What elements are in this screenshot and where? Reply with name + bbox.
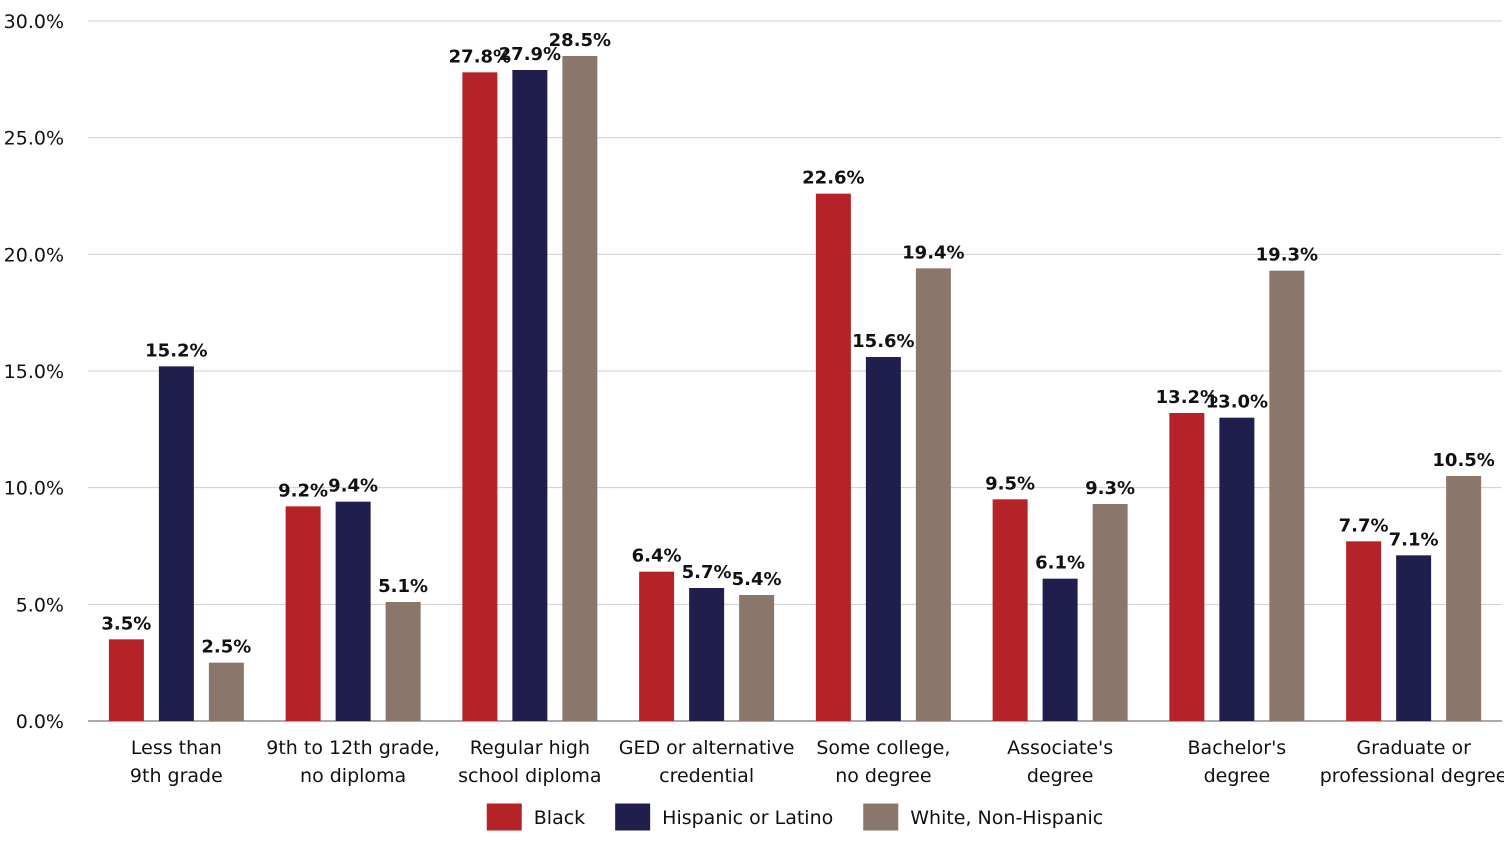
- x-tick-label: degree: [1204, 765, 1271, 787]
- data-label: 13.0%: [1206, 392, 1268, 413]
- data-label: 28.5%: [549, 30, 611, 51]
- data-label: 15.6%: [852, 331, 914, 352]
- bar: [1446, 476, 1482, 721]
- data-label: 9.4%: [328, 476, 378, 497]
- bar: [689, 588, 725, 721]
- bar: [639, 571, 675, 721]
- bar: [1042, 578, 1078, 721]
- x-tick-label: Graduate or: [1356, 737, 1471, 759]
- x-tick-label: 9th to 12th grade,: [266, 737, 440, 759]
- x-tick-label: school diploma: [458, 765, 601, 787]
- legend-label: Black: [534, 807, 585, 829]
- x-tick-label: degree: [1027, 765, 1094, 787]
- bar: [815, 193, 851, 721]
- data-label: 9.2%: [278, 480, 328, 501]
- y-tick-label: 10.0%: [4, 478, 64, 500]
- bar: [1092, 504, 1128, 721]
- bar: [1346, 541, 1382, 721]
- x-tick-label: 9th grade: [130, 765, 223, 787]
- data-label: 7.7%: [1339, 515, 1389, 536]
- x-tick-label: Some college,: [816, 737, 950, 759]
- data-label: 5.4%: [732, 569, 782, 590]
- data-label: 19.4%: [902, 242, 964, 263]
- x-tick-label: Less than: [131, 737, 222, 759]
- gridlines: [88, 20, 1502, 722]
- x-axis-labels: Less than 9th grade 9th to 12th grade, no d…: [130, 737, 1504, 787]
- bar: [385, 602, 421, 721]
- y-tick-label: 20.0%: [4, 244, 64, 266]
- data-label: 2.5%: [201, 637, 251, 658]
- bar: [1396, 555, 1432, 721]
- x-tick-label: Regular high: [470, 737, 590, 759]
- x-tick-label: Bachelor's: [1188, 737, 1287, 759]
- y-axis-ticks: 0.0% 5.0% 10.0% 15.0% 20.0% 25.0% 30.0%: [4, 11, 64, 733]
- data-label: 10.5%: [1432, 450, 1494, 471]
- legend: Black Hispanic or Latino White, Non-Hispan…: [486, 803, 1103, 831]
- x-tick-label: Associate's: [1007, 737, 1113, 759]
- data-label: 5.7%: [682, 562, 732, 583]
- legend-swatch: [615, 803, 651, 831]
- y-tick-label: 25.0%: [4, 128, 64, 150]
- data-label: 3.5%: [101, 613, 151, 634]
- bar: [158, 366, 194, 721]
- y-tick-label: 0.0%: [16, 711, 64, 733]
- data-label: 22.6%: [802, 168, 864, 189]
- bar: [512, 70, 548, 721]
- data-label: 5.1%: [378, 576, 428, 597]
- data-label: 7.1%: [1389, 529, 1439, 550]
- x-tick-label: credential: [659, 765, 754, 787]
- legend-swatch: [863, 803, 899, 831]
- bar: [285, 506, 321, 721]
- legend-swatch: [486, 803, 522, 831]
- bar: [108, 639, 144, 721]
- data-label: 9.3%: [1085, 478, 1135, 499]
- legend-label: White, Non-Hispanic: [910, 807, 1103, 829]
- x-tick-label: no diploma: [300, 765, 406, 787]
- bars: [108, 56, 1482, 722]
- bar: [462, 72, 498, 722]
- data-label: 27.9%: [499, 44, 561, 65]
- bar: [865, 357, 901, 721]
- data-label: 13.2%: [1156, 387, 1218, 408]
- data-label: 15.2%: [145, 340, 207, 361]
- y-tick-label: 15.0%: [4, 361, 64, 383]
- bar: [1219, 417, 1255, 721]
- data-label: 6.1%: [1035, 553, 1085, 574]
- bar: [208, 662, 244, 721]
- x-tick-label: no degree: [835, 765, 931, 787]
- bar: [335, 501, 371, 721]
- legend-label: Hispanic or Latino: [662, 807, 833, 829]
- y-tick-label: 5.0%: [16, 594, 64, 616]
- data-label: 6.4%: [632, 546, 682, 567]
- bar: [739, 595, 775, 721]
- y-tick-label: 30.0%: [4, 11, 64, 33]
- bar: [915, 268, 951, 721]
- x-tick-label: GED or alternative: [619, 737, 795, 759]
- data-label: 9.5%: [985, 473, 1035, 494]
- bar: [1169, 413, 1205, 721]
- data-label: 19.3%: [1256, 245, 1318, 266]
- data-labels: 3.5% 15.2% 2.5% 9.2% 9.4% 5.1% 27.8%27.9%28.5%…: [101, 30, 1494, 658]
- bar: [1269, 270, 1305, 721]
- bar: [562, 56, 598, 721]
- bar: [992, 499, 1028, 721]
- data-label: 27.8%: [449, 46, 511, 67]
- x-tick-label: professional degree: [1320, 765, 1504, 787]
